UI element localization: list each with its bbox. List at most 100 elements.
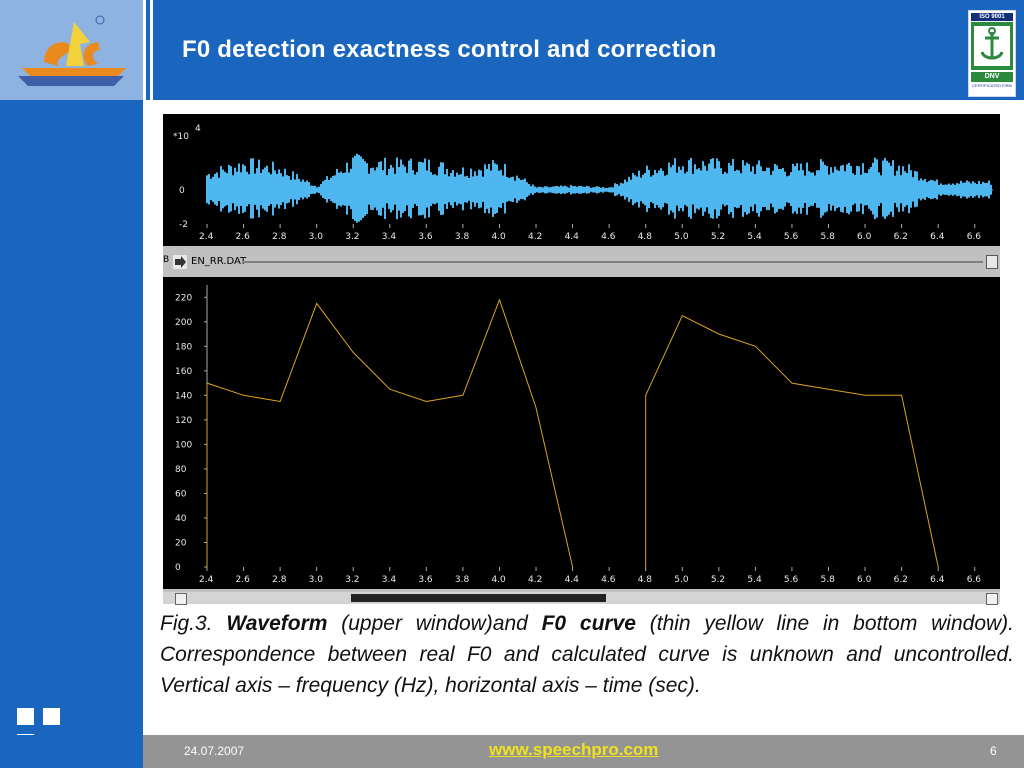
file-title-bar: B EN_RR.DAT xyxy=(163,252,1000,272)
f0-y-tick-label: 40 xyxy=(175,514,187,524)
wave-x-tick-label: 4.8 xyxy=(638,232,653,242)
f0-y-tick-label: 180 xyxy=(175,342,192,352)
wave-x-tick-label: 5.0 xyxy=(674,232,689,242)
wave-y-tick-label: 0 xyxy=(179,186,185,196)
f0-x-tick-label: 5.8 xyxy=(820,575,835,585)
decor-square xyxy=(43,708,60,725)
cert-bottom-label: CERTIFICATED FIRM xyxy=(972,83,1012,88)
slide-header: F0 detection exactness control and corre… xyxy=(0,0,1024,100)
f0-x-tick-label: 4.6 xyxy=(601,575,616,585)
f0-x-tick-label: 5.6 xyxy=(784,575,799,585)
horizontal-scrollbar[interactable] xyxy=(163,592,1000,605)
wave-x-tick-label: 5.6 xyxy=(784,232,799,242)
scroll-left-button[interactable] xyxy=(175,593,187,605)
wave-x-tick-label: 4.4 xyxy=(565,232,580,242)
left-sidebar-band xyxy=(0,100,143,751)
wave-scale-label: *10 xyxy=(173,132,189,142)
scroll-right-button[interactable] xyxy=(986,593,998,605)
f0-x-tick-label: 3.8 xyxy=(455,575,470,585)
minimize-button[interactable] xyxy=(986,255,998,269)
f0-x-tick-label: 4.4 xyxy=(565,575,580,585)
footer-date: 24.07.2007 xyxy=(184,744,245,758)
wave-x-tick-label: 6.6 xyxy=(967,232,982,242)
f0-y-tick-label: 100 xyxy=(175,440,192,450)
caption-term-waveform: Waveform xyxy=(226,612,328,635)
slide-footer: 24.07.2007 www.speechpro.com 6 xyxy=(0,735,1024,768)
f0-y-tick-label: 60 xyxy=(175,489,187,499)
f0-y-tick-label: 160 xyxy=(175,367,192,377)
f0-y-tick-label: 140 xyxy=(175,391,192,401)
f0-x-tick-label: 4.8 xyxy=(638,575,653,585)
divider-line xyxy=(143,0,146,768)
wave-x-tick-label: 4.0 xyxy=(491,232,506,242)
wave-x-tick-label: 2.4 xyxy=(199,232,214,242)
wave-x-tick-label: 3.2 xyxy=(345,232,359,242)
caption-prefix: Fig.3. xyxy=(160,612,227,635)
f0-x-tick-label: 2.4 xyxy=(199,575,214,585)
f0-x-tick-label: 5.4 xyxy=(747,575,762,585)
f0-x-tick-label: 6.0 xyxy=(857,575,872,585)
title-bar-divider xyxy=(243,261,983,263)
wave-y-tick-label: -2 xyxy=(179,220,188,230)
wave-x-tick-label: 3.6 xyxy=(418,232,433,242)
slide-title: F0 detection exactness control and corre… xyxy=(182,36,717,63)
footer-left-band xyxy=(0,735,143,768)
waveform-chart: *10 4 0 -2 2.4 2.6 2.8 3.0 3.2 3.4 3.6 3.8 4.0 4.2… xyxy=(173,124,993,242)
logo-panel xyxy=(0,0,143,100)
f0-x-tick-label: 6.6 xyxy=(967,575,982,585)
f0-y-tick-label: 120 xyxy=(175,416,192,426)
f0-x-tick-label: 6.2 xyxy=(894,575,908,585)
caption-mid: (upper window)and xyxy=(327,612,542,635)
wave-x-tick-label: 5.8 xyxy=(820,232,835,242)
figure-caption: Fig.3. Waveform (upper window)and F0 cur… xyxy=(160,608,1014,701)
f0-x-tick-label: 4.0 xyxy=(491,575,506,585)
f0-y-tick-label: 0 xyxy=(175,563,181,573)
f0-x-tick-label: 2.8 xyxy=(272,575,287,585)
decor-square xyxy=(17,708,34,725)
anchor-icon xyxy=(971,22,1013,70)
wave-x-tick-label: 2.8 xyxy=(272,232,287,242)
caption-rest: (thin yellow line in bottom window). Cor… xyxy=(160,612,1014,697)
stc-logo-icon xyxy=(18,15,126,86)
f0-y-tick-label: 200 xyxy=(175,318,192,328)
wave-scale-exp: 4 xyxy=(195,124,201,134)
f0-y-tick-label: 20 xyxy=(175,538,187,548)
figure-screenshot: *10 4 0 -2 2.4 2.6 2.8 3.0 3.2 3.4 3.6 3.8 4.0 4.2… xyxy=(163,114,1000,605)
f0-y-tick-label: 80 xyxy=(175,465,187,475)
f0-x-tick-label: 6.4 xyxy=(930,575,945,585)
f0-x-tick-label: 5.2 xyxy=(711,575,725,585)
f0-x-tick-label: 3.2 xyxy=(345,575,359,585)
footer-url-link[interactable]: www.speechpro.com xyxy=(489,740,659,759)
wave-x-tick-label: 2.6 xyxy=(236,232,251,242)
wave-x-tick-label: 5.4 xyxy=(747,232,762,242)
scroll-thumb[interactable] xyxy=(351,594,606,602)
wave-x-tick-label: 6.2 xyxy=(894,232,908,242)
page-number: 6 xyxy=(990,744,997,758)
arrow-right-icon[interactable] xyxy=(173,255,187,269)
cert-dnv-label: DNV xyxy=(971,72,1013,82)
f0-x-tick-label: 5.0 xyxy=(674,575,689,585)
wave-x-tick-label: 3.8 xyxy=(455,232,470,242)
waveform-window: *10 4 0 -2 2.4 2.6 2.8 3.0 3.2 3.4 3.6 3.8 4.0 4.2… xyxy=(163,114,1000,246)
f0-x-tick-label: 3.4 xyxy=(382,575,397,585)
f0-window: 220 200 180 160 140 120 100 80 60 40 20 0 2.4 2.6 2.8… xyxy=(163,277,1000,589)
f0-x-tick-label: 2.6 xyxy=(236,575,251,585)
caption-term-f0: F0 curve xyxy=(541,612,636,635)
cert-iso-label: ISO 9001 xyxy=(971,13,1013,21)
wave-x-tick-label: 3.0 xyxy=(309,232,324,242)
wave-x-tick-label: 4.2 xyxy=(528,232,542,242)
wave-x-tick-label: 6.4 xyxy=(930,232,945,242)
wave-x-tick-label: 3.4 xyxy=(382,232,397,242)
wave-x-tick-label: 6.0 xyxy=(857,232,872,242)
file-name-label: EN_RR.DAT xyxy=(191,256,247,267)
f0-curve xyxy=(206,298,939,568)
divider-line xyxy=(150,0,153,768)
wave-x-tick-label: 4.6 xyxy=(601,232,616,242)
f0-x-tick-label: 3.0 xyxy=(309,575,324,585)
f0-y-tick-label: 220 xyxy=(175,293,192,303)
wave-x-tick-label: 5.2 xyxy=(711,232,725,242)
side-letter: B xyxy=(163,255,170,265)
f0-x-tick-label: 4.2 xyxy=(528,575,542,585)
iso-certificate-logo: ISO 9001 DNV CERTIFICATED FIRM xyxy=(968,10,1016,97)
